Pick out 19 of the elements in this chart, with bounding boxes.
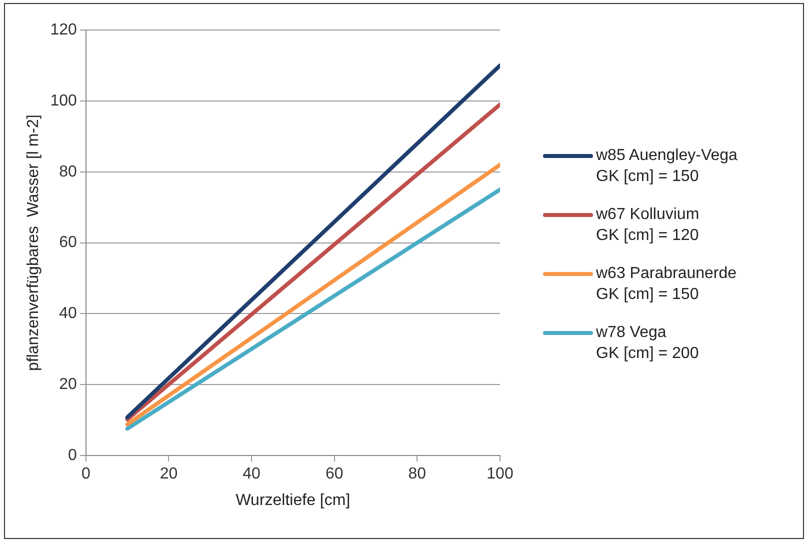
legend-label: w63 Parabraunerde GK [cm] = 150 [596,264,737,305]
y-tick-label: 80 [59,163,77,180]
x-axis-title: Wurzeltiefe [cm] [236,492,350,509]
x-tick-label: 80 [408,466,426,483]
y-tick-label: 40 [59,305,77,322]
legend-label: w78 Vega GK [cm] = 200 [596,323,699,364]
y-tick-label: 120 [50,21,77,38]
x-tick-label: 0 [81,466,90,483]
y-tick-label: 20 [59,376,77,394]
y-tick-label: 60 [59,234,77,252]
x-tick-label: 40 [242,466,261,483]
x-tick-label: 60 [325,466,344,483]
legend-label: w67 Kolluvium GK [cm] = 120 [596,205,700,246]
legend-label: w85 Auengley-Vega GK [cm] = 150 [596,146,738,187]
x-tick-label: 100 [486,466,514,483]
y-axis-title: pflanzenverfügbares Wasser [l m-2] [25,114,42,372]
y-tick-label: 0 [68,447,77,464]
y-tick-label: 100 [50,92,77,110]
x-tick-label: 20 [160,466,178,483]
